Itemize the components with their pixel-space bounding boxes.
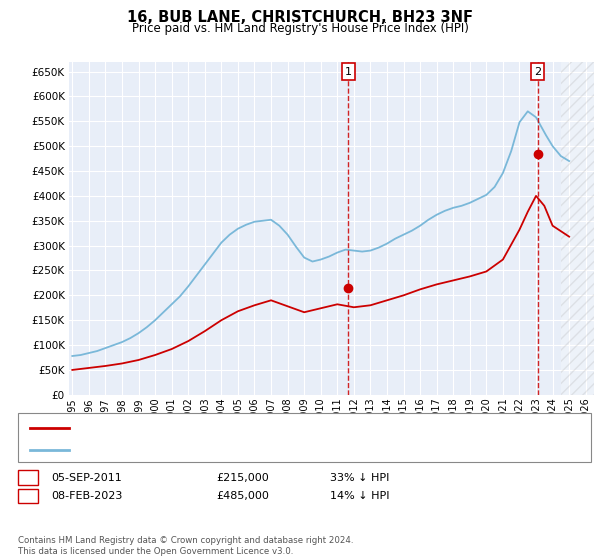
Text: 16, BUB LANE, CHRISTCHURCH, BH23 3NF (detached house): 16, BUB LANE, CHRISTCHURCH, BH23 3NF (de… (75, 422, 376, 432)
Text: 14% ↓ HPI: 14% ↓ HPI (330, 491, 389, 501)
Text: 1: 1 (345, 67, 352, 77)
Text: Contains HM Land Registry data © Crown copyright and database right 2024.
This d: Contains HM Land Registry data © Crown c… (18, 536, 353, 556)
Text: Price paid vs. HM Land Registry's House Price Index (HPI): Price paid vs. HM Land Registry's House … (131, 22, 469, 35)
Text: 05-SEP-2011: 05-SEP-2011 (51, 473, 122, 483)
Text: 2: 2 (534, 67, 541, 77)
Text: 08-FEB-2023: 08-FEB-2023 (51, 491, 122, 501)
Bar (561, 62, 594, 395)
Text: 2: 2 (25, 491, 31, 501)
Text: 1: 1 (25, 473, 31, 483)
Text: HPI: Average price, detached house, Bournemouth Christchurch and Poole: HPI: Average price, detached house, Bour… (75, 445, 446, 455)
Text: £215,000: £215,000 (216, 473, 269, 483)
Text: £485,000: £485,000 (216, 491, 269, 501)
Text: 16, BUB LANE, CHRISTCHURCH, BH23 3NF: 16, BUB LANE, CHRISTCHURCH, BH23 3NF (127, 10, 473, 25)
Text: 33% ↓ HPI: 33% ↓ HPI (330, 473, 389, 483)
